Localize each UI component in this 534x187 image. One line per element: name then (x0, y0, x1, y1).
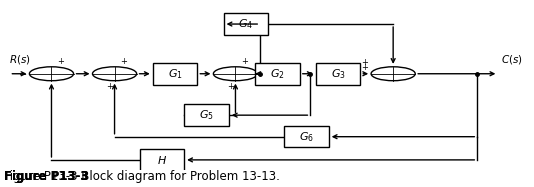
Text: +: + (227, 82, 234, 91)
Bar (224, 13, 268, 35)
Text: +: + (106, 82, 113, 91)
Text: +: + (57, 57, 64, 66)
Bar (139, 149, 184, 171)
Text: Figure P13-3: Figure P13-3 (4, 170, 89, 183)
Text: $C(s)$: $C(s)$ (501, 53, 523, 66)
Text: $H$: $H$ (157, 154, 167, 166)
Text: Figure P13-3: Figure P13-3 (4, 170, 89, 183)
Bar (284, 126, 329, 148)
Text: $G_4$: $G_4$ (238, 17, 254, 31)
Text: +: + (362, 58, 368, 67)
Text: $G_3$: $G_3$ (331, 67, 345, 81)
Text: $G_1$: $G_1$ (168, 67, 183, 81)
Bar (255, 63, 300, 85)
Text: $G_5$: $G_5$ (199, 108, 214, 122)
Text: −: − (19, 70, 27, 80)
Bar (184, 104, 229, 126)
Text: +: + (362, 63, 368, 72)
Bar (153, 63, 198, 85)
Text: $R(s)$: $R(s)$ (10, 53, 31, 66)
Text: $G_6$: $G_6$ (299, 130, 314, 144)
Text: +: + (241, 57, 248, 66)
Text: +: + (120, 57, 127, 66)
Text: $G_2$: $G_2$ (270, 67, 285, 81)
Bar (316, 63, 360, 85)
Text: Figure P13-3 Block diagram for Problem 13-13.: Figure P13-3 Block diagram for Problem 1… (4, 170, 280, 183)
